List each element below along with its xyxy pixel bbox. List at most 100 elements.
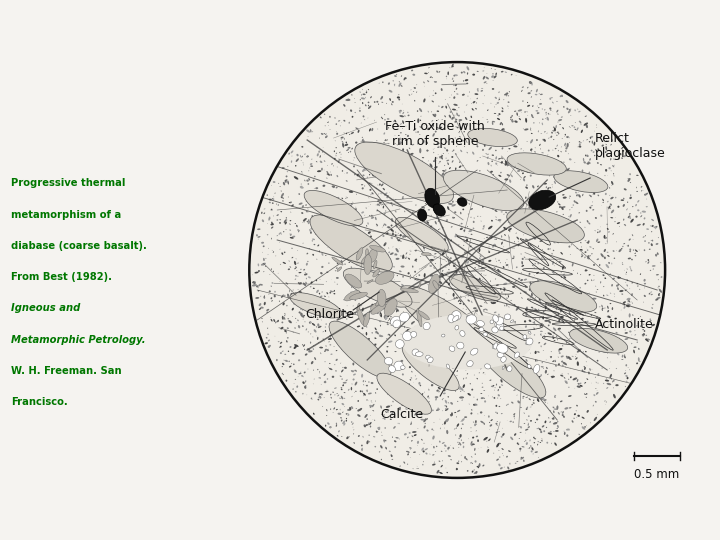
Ellipse shape: [508, 295, 509, 298]
Ellipse shape: [518, 377, 521, 379]
Ellipse shape: [405, 134, 407, 135]
Ellipse shape: [351, 203, 353, 205]
Ellipse shape: [483, 397, 485, 399]
Ellipse shape: [300, 308, 302, 310]
Ellipse shape: [540, 194, 541, 195]
Ellipse shape: [576, 315, 577, 316]
Ellipse shape: [514, 321, 516, 322]
Ellipse shape: [603, 286, 604, 287]
Ellipse shape: [602, 350, 607, 353]
Ellipse shape: [481, 264, 483, 265]
Ellipse shape: [584, 256, 585, 258]
Ellipse shape: [336, 153, 337, 154]
Ellipse shape: [319, 396, 321, 399]
Ellipse shape: [468, 197, 470, 198]
Ellipse shape: [482, 70, 485, 71]
Ellipse shape: [585, 313, 586, 314]
Ellipse shape: [493, 397, 495, 399]
Ellipse shape: [298, 373, 302, 374]
Ellipse shape: [330, 291, 333, 292]
Ellipse shape: [488, 142, 489, 143]
Ellipse shape: [505, 262, 506, 264]
Ellipse shape: [461, 256, 464, 258]
Ellipse shape: [343, 333, 344, 334]
Ellipse shape: [308, 248, 310, 249]
Ellipse shape: [542, 249, 543, 250]
Ellipse shape: [379, 205, 380, 206]
Ellipse shape: [441, 208, 443, 210]
Ellipse shape: [449, 97, 450, 98]
Ellipse shape: [513, 390, 514, 391]
Ellipse shape: [502, 123, 503, 125]
Ellipse shape: [438, 220, 439, 221]
Ellipse shape: [548, 202, 551, 204]
Ellipse shape: [371, 193, 372, 195]
Ellipse shape: [455, 390, 456, 392]
Ellipse shape: [271, 210, 273, 211]
Ellipse shape: [492, 174, 494, 176]
Ellipse shape: [635, 204, 637, 206]
Ellipse shape: [423, 215, 428, 218]
Ellipse shape: [452, 367, 455, 369]
Ellipse shape: [389, 90, 392, 92]
Ellipse shape: [509, 219, 510, 220]
Ellipse shape: [508, 228, 512, 231]
Ellipse shape: [384, 315, 388, 317]
Ellipse shape: [564, 308, 567, 310]
Ellipse shape: [537, 185, 539, 187]
Ellipse shape: [469, 294, 472, 295]
Ellipse shape: [526, 186, 528, 189]
Ellipse shape: [417, 468, 418, 469]
Ellipse shape: [338, 235, 340, 238]
Ellipse shape: [281, 233, 282, 235]
Ellipse shape: [500, 436, 503, 438]
Ellipse shape: [411, 159, 412, 160]
Ellipse shape: [577, 361, 579, 366]
Ellipse shape: [332, 376, 334, 378]
Ellipse shape: [534, 370, 535, 371]
Ellipse shape: [325, 235, 327, 236]
Ellipse shape: [530, 82, 532, 84]
Ellipse shape: [350, 151, 351, 152]
Ellipse shape: [585, 179, 587, 181]
Ellipse shape: [462, 340, 465, 343]
Ellipse shape: [390, 152, 392, 153]
Ellipse shape: [490, 380, 492, 381]
Ellipse shape: [624, 188, 626, 191]
Ellipse shape: [518, 153, 521, 154]
Ellipse shape: [549, 172, 552, 173]
Ellipse shape: [415, 132, 417, 133]
Ellipse shape: [533, 402, 535, 404]
Ellipse shape: [324, 295, 326, 297]
Ellipse shape: [297, 154, 299, 156]
Ellipse shape: [294, 279, 296, 280]
Ellipse shape: [544, 391, 546, 393]
Ellipse shape: [445, 408, 449, 411]
Ellipse shape: [644, 295, 646, 297]
Ellipse shape: [582, 427, 585, 430]
Ellipse shape: [438, 143, 439, 144]
Ellipse shape: [651, 240, 652, 241]
Ellipse shape: [459, 119, 462, 121]
Ellipse shape: [361, 448, 363, 451]
Ellipse shape: [442, 227, 444, 228]
Ellipse shape: [613, 173, 614, 174]
Ellipse shape: [596, 317, 598, 319]
Ellipse shape: [258, 303, 261, 306]
Ellipse shape: [513, 322, 514, 323]
Ellipse shape: [437, 127, 438, 128]
Ellipse shape: [543, 311, 544, 313]
Ellipse shape: [581, 318, 584, 320]
Ellipse shape: [328, 300, 330, 305]
Ellipse shape: [554, 442, 557, 446]
Ellipse shape: [623, 301, 626, 304]
Ellipse shape: [338, 120, 341, 122]
Ellipse shape: [554, 396, 556, 398]
Ellipse shape: [421, 448, 424, 451]
Ellipse shape: [642, 335, 644, 336]
Ellipse shape: [320, 377, 321, 379]
Ellipse shape: [523, 279, 527, 281]
Ellipse shape: [585, 321, 589, 322]
Ellipse shape: [477, 71, 479, 72]
Ellipse shape: [462, 139, 464, 141]
